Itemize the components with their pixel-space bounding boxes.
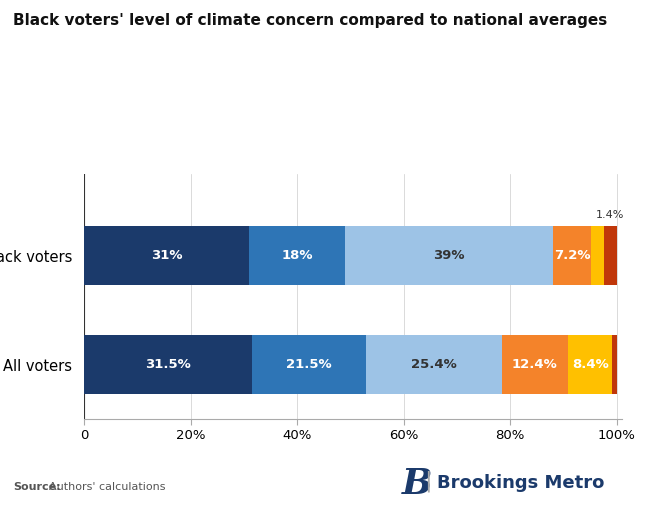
Bar bbox=[249, 225, 345, 286]
Bar bbox=[84, 225, 249, 286]
Text: 39%: 39% bbox=[434, 249, 465, 262]
Bar bbox=[345, 225, 553, 286]
Bar bbox=[612, 335, 617, 394]
Text: 21.5%: 21.5% bbox=[286, 358, 332, 371]
Text: 12.4%: 12.4% bbox=[512, 358, 558, 371]
Bar bbox=[604, 225, 617, 286]
Text: 7.2%: 7.2% bbox=[554, 249, 590, 262]
Text: 31%: 31% bbox=[151, 249, 183, 262]
Text: 25.4%: 25.4% bbox=[411, 358, 457, 371]
Bar bbox=[252, 335, 367, 394]
Text: 8.4%: 8.4% bbox=[572, 358, 608, 371]
Text: Brookings Metro: Brookings Metro bbox=[437, 474, 605, 492]
Text: Source:: Source: bbox=[13, 481, 60, 492]
Bar bbox=[568, 335, 612, 394]
Text: Black voters' level of climate concern compared to national averages: Black voters' level of climate concern c… bbox=[13, 13, 607, 28]
Text: |: | bbox=[424, 470, 432, 492]
Bar bbox=[591, 225, 604, 286]
Bar bbox=[553, 225, 591, 286]
Bar bbox=[367, 335, 502, 394]
Text: Authors' calculations: Authors' calculations bbox=[49, 481, 165, 492]
Text: 18%: 18% bbox=[281, 249, 313, 262]
Bar bbox=[84, 335, 252, 394]
Text: 1.4%: 1.4% bbox=[596, 210, 625, 220]
Text: 31.5%: 31.5% bbox=[145, 358, 191, 371]
Text: B: B bbox=[402, 467, 432, 501]
Bar bbox=[502, 335, 568, 394]
